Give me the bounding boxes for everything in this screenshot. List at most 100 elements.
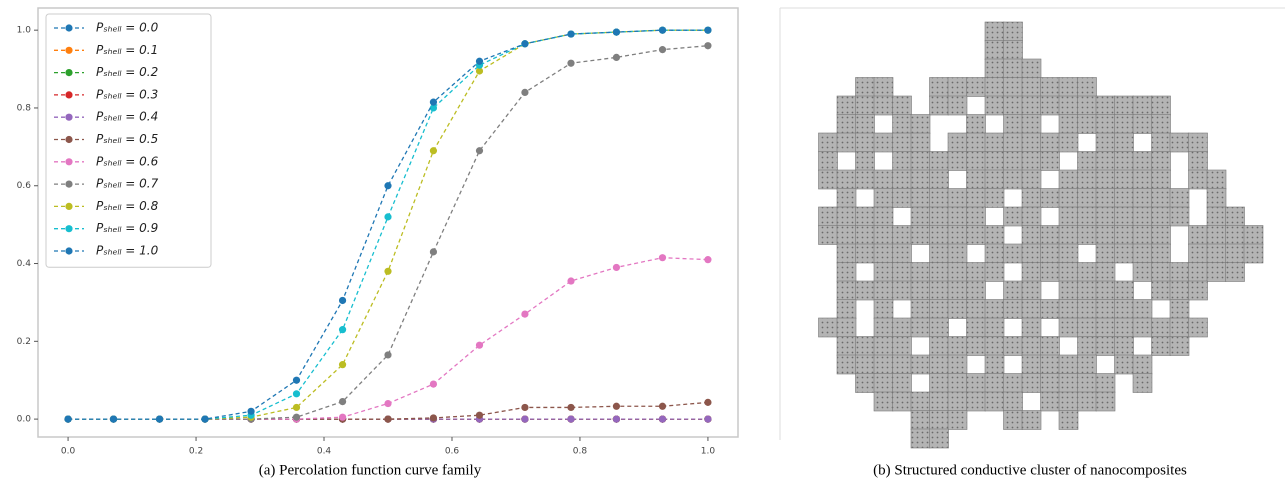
cluster-cell [947,262,968,282]
x-tick-label: 0.4 [317,447,332,457]
cluster-cell [929,354,949,375]
data-point [384,267,392,275]
cluster-cell [836,299,857,319]
y-tick-label: 0.8 [17,103,32,113]
cluster-cell [984,40,1005,60]
cluster-cell [1058,262,1079,282]
cluster-cell [929,262,949,282]
cluster-cell [1058,280,1079,301]
cluster-cell [855,336,875,356]
cluster-cell [984,299,1005,319]
data-point [338,398,347,406]
cluster-cell [910,280,931,301]
cluster-cell [1058,243,1079,264]
cluster-cell [947,410,968,430]
cluster-cell [966,262,986,282]
cluster-cell [1114,114,1134,134]
cluster-cell [1151,169,1171,190]
cluster-cell [1058,299,1079,319]
data-point [475,147,484,155]
cluster-cell [966,280,986,301]
cluster-cell [1151,280,1171,301]
cluster-cell [1132,317,1153,338]
cluster-cell [1095,317,1116,338]
data-point [384,415,392,423]
cluster-cell [1169,262,1190,282]
cluster-cell [873,299,894,319]
cluster-cell [1021,336,1042,356]
cluster-cell [1114,225,1134,245]
cluster-cell [892,354,912,375]
cluster-cell [984,354,1005,375]
data-point [292,413,301,421]
cluster-cell [929,428,949,449]
cluster-cell [984,243,1005,264]
legend-label: Pₛₕₑₗₗ = 0.3 [96,87,158,101]
cluster-cell [1095,95,1116,116]
data-point [521,415,529,423]
data-point [338,326,347,334]
cluster-cell [1003,169,1023,190]
cluster-cell [1040,188,1060,208]
cluster-cell [1058,132,1079,153]
legend-marker [65,24,73,32]
cluster-cell [1095,262,1116,282]
cluster-cell [1225,262,1245,282]
cluster-cell [1077,188,1097,208]
cluster-cell [818,317,838,338]
data-point [292,390,301,398]
cluster-cell [1003,206,1023,227]
cluster-cell [1021,225,1042,245]
cluster-cell [984,373,1005,393]
cluster-cell [984,188,1005,208]
cluster-cell [1058,169,1079,190]
cluster-cell [1225,225,1245,245]
cluster-cell [873,280,894,301]
data-point [475,341,484,349]
cluster-cell [929,391,949,412]
cluster-cell [1151,95,1171,116]
cluster-cell [947,280,968,301]
cluster-cell [1077,373,1097,393]
cluster-cell [836,95,857,116]
cluster-cell [1114,206,1134,227]
cluster-cell [984,336,1005,356]
cluster-cell [984,21,1005,42]
cluster-cell [947,188,968,208]
cluster-cell [1095,336,1116,356]
cluster-cell [1058,373,1079,393]
cluster-cell [892,188,912,208]
cluster-cell [984,77,1005,97]
cluster-cell [1021,280,1042,301]
cluster-cell [1077,262,1097,282]
cluster-cell [910,151,931,171]
cluster-cell [1058,95,1079,116]
cluster-cell [910,354,931,375]
cluster-cell [1021,373,1042,393]
cluster-cell [929,206,949,227]
cluster-cell [1243,225,1264,245]
cluster-cell [1040,95,1060,116]
cluster-cell [1058,188,1079,208]
cluster-cell [873,95,894,116]
cluster-cell [855,354,875,375]
data-point [384,351,392,359]
series-line [68,29,708,420]
cluster-cell [818,206,838,227]
cluster-cell [1151,262,1171,282]
cluster-cell [1003,40,1023,60]
legend-label: Pₛₕₑₗₗ = 0.0 [96,21,159,35]
cluster-cell [1040,225,1060,245]
cluster-cell [1225,243,1245,264]
cluster-cell [984,225,1005,245]
data-point [292,403,301,412]
cluster-cell [836,206,857,227]
data-point [704,256,712,264]
cluster-cell [1188,317,1208,338]
data-point [521,310,529,318]
data-point [612,263,621,272]
cluster-cell [1077,336,1097,356]
cluster-cell [873,188,894,208]
cluster-cell [836,225,857,245]
cluster-cell [1188,243,1208,264]
